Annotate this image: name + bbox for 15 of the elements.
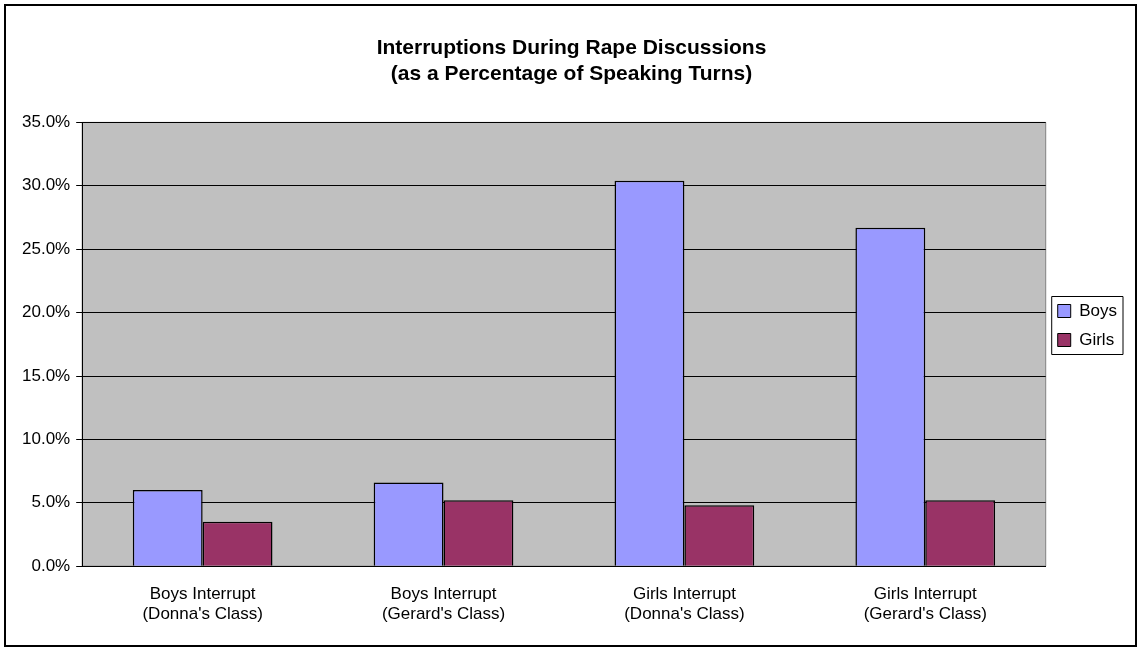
- x-tick-label: Girls Interrupt (Donna's Class): [624, 584, 745, 624]
- x-tick-label: Boys Interrupt (Gerard's Class): [381, 584, 506, 624]
- y-tick-label: 5.0%: [31, 492, 71, 512]
- y-tick-label: 0.0%: [31, 555, 71, 575]
- y-tick-label: 10.0%: [22, 429, 71, 449]
- x-tick-label: Boys Interrupt (Donna's Class): [142, 584, 263, 624]
- chart-title: Interruptions During Rape Discussions (as a Percentage of Speaking Turns): [376, 35, 767, 84]
- y-tick-label: 15.0%: [22, 365, 71, 385]
- y-tick-label: 20.0%: [22, 302, 71, 322]
- y-tick-label: 25.0%: [22, 238, 71, 258]
- x-tick-label: Girls Interrupt (Gerard's Class): [863, 584, 987, 624]
- legend-label: Boys: [1079, 300, 1117, 320]
- legend-label: Girls: [1079, 329, 1115, 349]
- y-tick-label: 35.0%: [22, 112, 71, 132]
- y-tick-label: 30.0%: [22, 175, 71, 195]
